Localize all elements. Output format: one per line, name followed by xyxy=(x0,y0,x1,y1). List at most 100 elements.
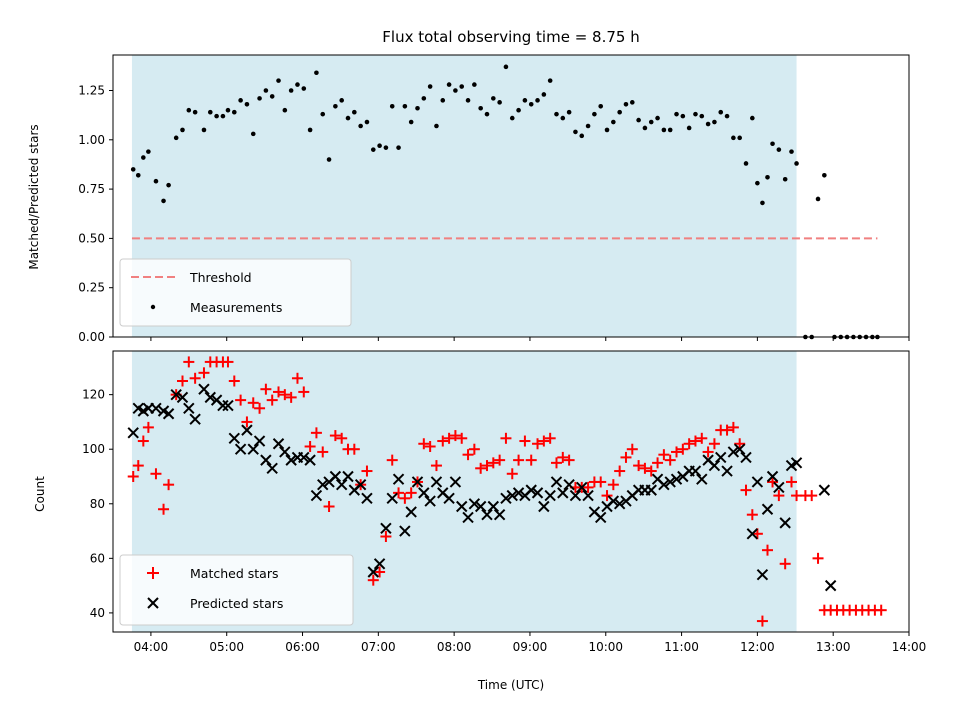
y-tick-label: 120 xyxy=(82,388,105,402)
matched-star-point xyxy=(689,435,701,447)
measurement-point xyxy=(554,111,559,117)
measurement-point xyxy=(153,178,159,184)
matched-star-point xyxy=(380,531,392,543)
matched-star-point xyxy=(437,435,449,447)
predicted-star-point xyxy=(824,579,837,592)
matched-star-point xyxy=(494,454,506,466)
matched-star-point xyxy=(279,389,291,401)
measurement-point xyxy=(135,172,141,178)
measurement-point xyxy=(592,111,597,117)
count-legend: Matched stars Predicted stars xyxy=(119,554,354,626)
predicted-star-point xyxy=(576,481,588,494)
matched-star-point xyxy=(761,544,773,556)
predicted-star-point xyxy=(740,451,752,464)
matched-star-point xyxy=(462,449,474,461)
measurement-point xyxy=(755,180,760,186)
predicted-star-point xyxy=(285,454,297,466)
matched-star-point xyxy=(652,457,664,469)
measurement-point xyxy=(503,64,509,70)
matched-star-point xyxy=(137,435,149,447)
measurement-point xyxy=(617,109,622,115)
matched-star-point xyxy=(405,487,417,499)
predicted-star-point xyxy=(708,459,721,472)
measurement-point xyxy=(794,161,799,166)
measurement-point xyxy=(377,143,382,149)
predicted-star-point xyxy=(399,525,411,537)
measurement-point xyxy=(402,103,408,109)
measurement-point xyxy=(815,196,821,202)
measurement-point xyxy=(535,98,540,103)
predicted-star-point xyxy=(756,569,769,581)
y-tick-label: 80 xyxy=(90,497,105,511)
matched-star-point xyxy=(639,462,651,474)
predicted-star-point xyxy=(342,470,354,483)
measurement-point xyxy=(782,176,788,182)
predicted-star-point xyxy=(645,484,657,496)
measurement-point xyxy=(440,98,446,103)
measurement-point xyxy=(484,111,490,117)
matched-star-point xyxy=(595,476,607,488)
predicted-star-point xyxy=(162,408,175,420)
matched-star-point xyxy=(506,468,518,480)
measurement-point xyxy=(453,88,458,93)
matched-star-point xyxy=(443,432,455,444)
matched-star-point xyxy=(198,367,210,379)
legend-predicted-label: Predicted stars xyxy=(190,596,283,611)
measurement-point xyxy=(370,147,376,152)
measurement-point xyxy=(478,105,483,111)
predicted-star-point xyxy=(462,511,474,524)
matched-star-point xyxy=(456,432,468,444)
matched-star-point xyxy=(273,386,285,398)
matched-star-point xyxy=(812,552,824,564)
measurement-point xyxy=(186,107,192,113)
predicted-star-point xyxy=(696,473,708,485)
y-tick-label: 1.25 xyxy=(78,83,105,97)
legend-matched-label: Matched stars xyxy=(190,566,278,581)
legend-measurements-label: Measurements xyxy=(190,300,282,315)
predicted-star-point xyxy=(689,465,702,477)
matched-star-point xyxy=(127,470,139,482)
measurement-point xyxy=(364,119,370,125)
measurement-point xyxy=(522,98,528,103)
matched-star-point xyxy=(367,574,379,586)
measurement-point xyxy=(547,78,553,83)
matched-star-point xyxy=(740,484,752,496)
x-tick-label: 14:00 xyxy=(892,640,927,654)
count-panel-frame xyxy=(112,350,910,633)
measurement-point xyxy=(446,82,452,87)
ratio-legend-box xyxy=(119,258,352,327)
measurement-points xyxy=(130,64,880,340)
predicted-stars-points xyxy=(127,383,837,592)
x-tick-label: 11:00 xyxy=(664,640,699,654)
matched-star-point xyxy=(254,402,266,414)
matched-star-point xyxy=(336,432,348,444)
legend-threshold-label: Threshold xyxy=(189,270,252,285)
matched-star-point xyxy=(386,454,398,466)
measurement-point xyxy=(358,123,363,129)
matched-star-point xyxy=(418,438,430,450)
measurement-point xyxy=(497,100,502,105)
measurement-point xyxy=(307,127,313,133)
measurement-point xyxy=(667,127,673,133)
matched-star-point xyxy=(620,451,632,463)
measurement-point xyxy=(421,96,427,101)
predicted-star-point xyxy=(607,495,620,507)
predicted-star-point xyxy=(569,489,582,502)
matched-star-point xyxy=(361,465,373,477)
predicted-star-point xyxy=(456,500,468,513)
ratio-legend: Threshold Measurements xyxy=(119,258,352,327)
measurement-point xyxy=(674,111,679,117)
matched-star-point xyxy=(310,427,322,439)
predicted-star-point xyxy=(773,481,785,494)
predicted-star-point xyxy=(613,498,626,510)
measurement-point xyxy=(333,103,338,109)
predicted-star-point xyxy=(538,500,550,513)
measurement-point xyxy=(201,127,207,133)
measurement-point xyxy=(528,102,534,107)
matched-star-point xyxy=(563,454,575,466)
predicted-star-point xyxy=(198,383,210,395)
measurement-point xyxy=(427,84,433,89)
x-tick-label: 05:00 xyxy=(209,640,244,654)
predicted-star-point xyxy=(253,435,266,447)
measurement-point xyxy=(166,182,171,188)
